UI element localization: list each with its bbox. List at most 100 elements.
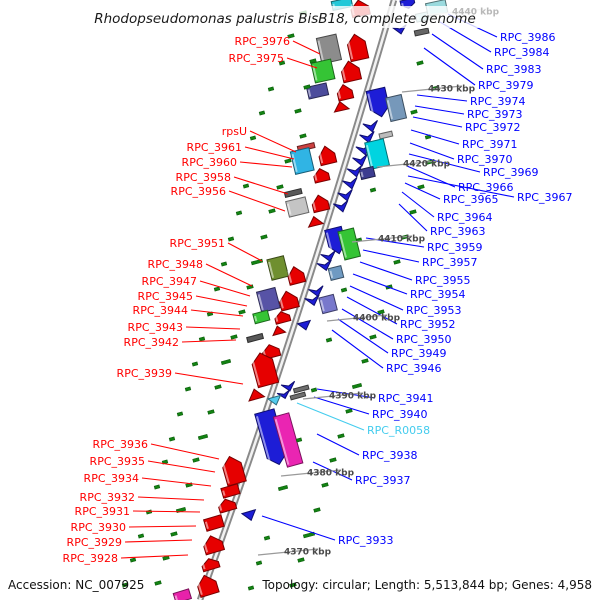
gene-glyph[interactable] <box>220 483 241 499</box>
gene-label[interactable]: RPC_3976 <box>235 35 290 48</box>
gene-glyph[interactable] <box>364 138 391 170</box>
gene-glyph[interactable] <box>220 454 247 487</box>
gene-glyph[interactable] <box>276 389 291 400</box>
gene-label[interactable]: RPC_3939 <box>117 367 172 380</box>
gene-glyph[interactable] <box>318 293 338 315</box>
gene-glyph[interactable] <box>289 391 307 401</box>
gene-glyph[interactable] <box>340 59 363 84</box>
gene-glyph[interactable] <box>195 573 220 598</box>
gene-glyph[interactable] <box>365 86 391 119</box>
gene-glyph[interactable] <box>342 177 359 190</box>
gene-glyph[interactable] <box>337 227 362 261</box>
gene-glyph[interactable] <box>320 250 338 263</box>
gene-glyph[interactable] <box>306 215 325 228</box>
gene-glyph[interactable] <box>252 309 271 325</box>
gene-glyph[interactable] <box>336 83 355 102</box>
gene-label[interactable]: RPC_3931 <box>75 505 130 518</box>
gene-glyph[interactable] <box>271 324 287 337</box>
gene-glyph[interactable] <box>277 289 300 312</box>
gene-glyph[interactable] <box>358 165 376 181</box>
gene-glyph[interactable] <box>310 58 336 84</box>
gene-label[interactable]: RPC_3948 <box>148 258 203 271</box>
gene-label[interactable]: RPC_3949 <box>391 347 446 360</box>
gene-glyph[interactable] <box>246 387 266 402</box>
gene-glyph[interactable] <box>272 412 304 468</box>
gene-label[interactable]: RPC_3957 <box>422 256 477 269</box>
gene-glyph[interactable] <box>172 588 193 600</box>
gene-label[interactable]: RPC_3979 <box>478 79 533 92</box>
gene-glyph[interactable] <box>292 384 310 394</box>
gene-label[interactable]: RPC_3936 <box>93 438 148 451</box>
gene-label[interactable]: RPC_R0058 <box>367 424 430 437</box>
gene-glyph[interactable] <box>304 294 322 307</box>
gene-glyph[interactable] <box>285 196 310 218</box>
gene-glyph[interactable] <box>254 408 289 467</box>
gene-glyph[interactable] <box>280 380 297 392</box>
gene-label[interactable]: RPC_3965 <box>443 193 498 206</box>
gene-label[interactable]: RPC_3938 <box>362 449 417 462</box>
gene-glyph[interactable] <box>362 120 380 133</box>
gene-label[interactable]: RPC_3951 <box>170 237 225 250</box>
gene-label[interactable]: RPC_3930 <box>71 521 126 534</box>
gene-glyph[interactable] <box>266 255 290 281</box>
gene-glyph[interactable] <box>255 286 281 314</box>
gene-label[interactable]: RPC_3946 <box>386 362 441 375</box>
gene-label[interactable]: RPC_3969 <box>483 166 538 179</box>
gene-label[interactable]: RPC_3950 <box>396 333 451 346</box>
gene-glyph[interactable] <box>201 556 221 573</box>
gene-glyph[interactable] <box>289 147 315 175</box>
gene-glyph[interactable] <box>327 264 345 282</box>
gene-label[interactable]: RPC_3975 <box>229 52 284 65</box>
gene-glyph[interactable] <box>337 188 355 202</box>
gene-label[interactable]: RPC_3986 <box>500 31 555 44</box>
gene-glyph[interactable] <box>332 100 351 113</box>
gene-label[interactable]: RPC_3956 <box>171 185 226 198</box>
gene-label[interactable]: RPC_3947 <box>142 275 197 288</box>
gene-glyph[interactable] <box>346 165 364 178</box>
gene-glyph[interactable] <box>413 27 430 37</box>
gene-label[interactable]: RPC_3961 <box>187 141 242 154</box>
gene-label[interactable]: RPC_3971 <box>462 138 517 151</box>
gene-label[interactable]: RPC_3967 <box>517 191 572 204</box>
gene-label[interactable]: RPC_3929 <box>67 536 122 549</box>
gene-glyph[interactable] <box>317 144 338 167</box>
gene-glyph[interactable] <box>305 82 330 100</box>
gene-label[interactable]: RPC_3958 <box>176 171 231 184</box>
gene-label[interactable]: RPC_3973 <box>467 108 522 121</box>
gene-glyph[interactable] <box>310 193 331 214</box>
gene-glyph[interactable] <box>384 93 408 123</box>
gene-label[interactable]: RPC_3942 <box>124 336 179 349</box>
gene-label[interactable]: RPC_3934 <box>84 472 139 485</box>
gene-label[interactable]: RPC_3984 <box>494 46 549 59</box>
gene-label[interactable]: RPC_3972 <box>465 121 520 134</box>
gene-label[interactable]: RPC_3928 <box>63 552 118 565</box>
gene-glyph[interactable] <box>202 514 225 532</box>
gene-glyph[interactable] <box>240 508 258 523</box>
gene-glyph[interactable] <box>346 32 370 63</box>
gene-label[interactable]: RPC_3963 <box>430 225 485 238</box>
gene-glyph[interactable] <box>378 130 394 140</box>
gene-label[interactable]: RPC_3935 <box>90 455 145 468</box>
gene-label[interactable]: RPC_3966 <box>458 181 513 194</box>
gene-label[interactable]: RPC_3945 <box>138 290 193 303</box>
gene-label[interactable]: RPC_3943 <box>128 321 183 334</box>
gene-glyph[interactable] <box>315 33 343 65</box>
gene-label[interactable]: RPC_3941 <box>378 392 433 405</box>
gene-label[interactable]: RPC_3964 <box>437 211 492 224</box>
gene-label[interactable]: RPC_3960 <box>182 156 237 169</box>
gene-label[interactable]: RPC_3953 <box>406 304 461 317</box>
gene-glyph[interactable] <box>274 310 292 325</box>
gene-label[interactable]: RPC_3940 <box>372 408 427 421</box>
gene-label[interactable]: RPC_3932 <box>80 491 135 504</box>
gene-glyph[interactable] <box>332 199 350 213</box>
gene-glyph[interactable] <box>316 259 334 272</box>
gene-glyph[interactable] <box>266 394 283 406</box>
gene-glyph[interactable] <box>283 187 303 199</box>
gene-label[interactable]: RPC_3983 <box>486 63 541 76</box>
gene-glyph[interactable] <box>296 319 313 331</box>
gene-glyph[interactable] <box>308 285 326 298</box>
gene-label[interactable]: rpsU <box>222 125 247 138</box>
gene-label[interactable]: RPC_3933 <box>338 534 393 547</box>
gene-label[interactable]: RPC_3955 <box>415 274 470 287</box>
gene-label[interactable]: RPC_3944 <box>133 304 188 317</box>
